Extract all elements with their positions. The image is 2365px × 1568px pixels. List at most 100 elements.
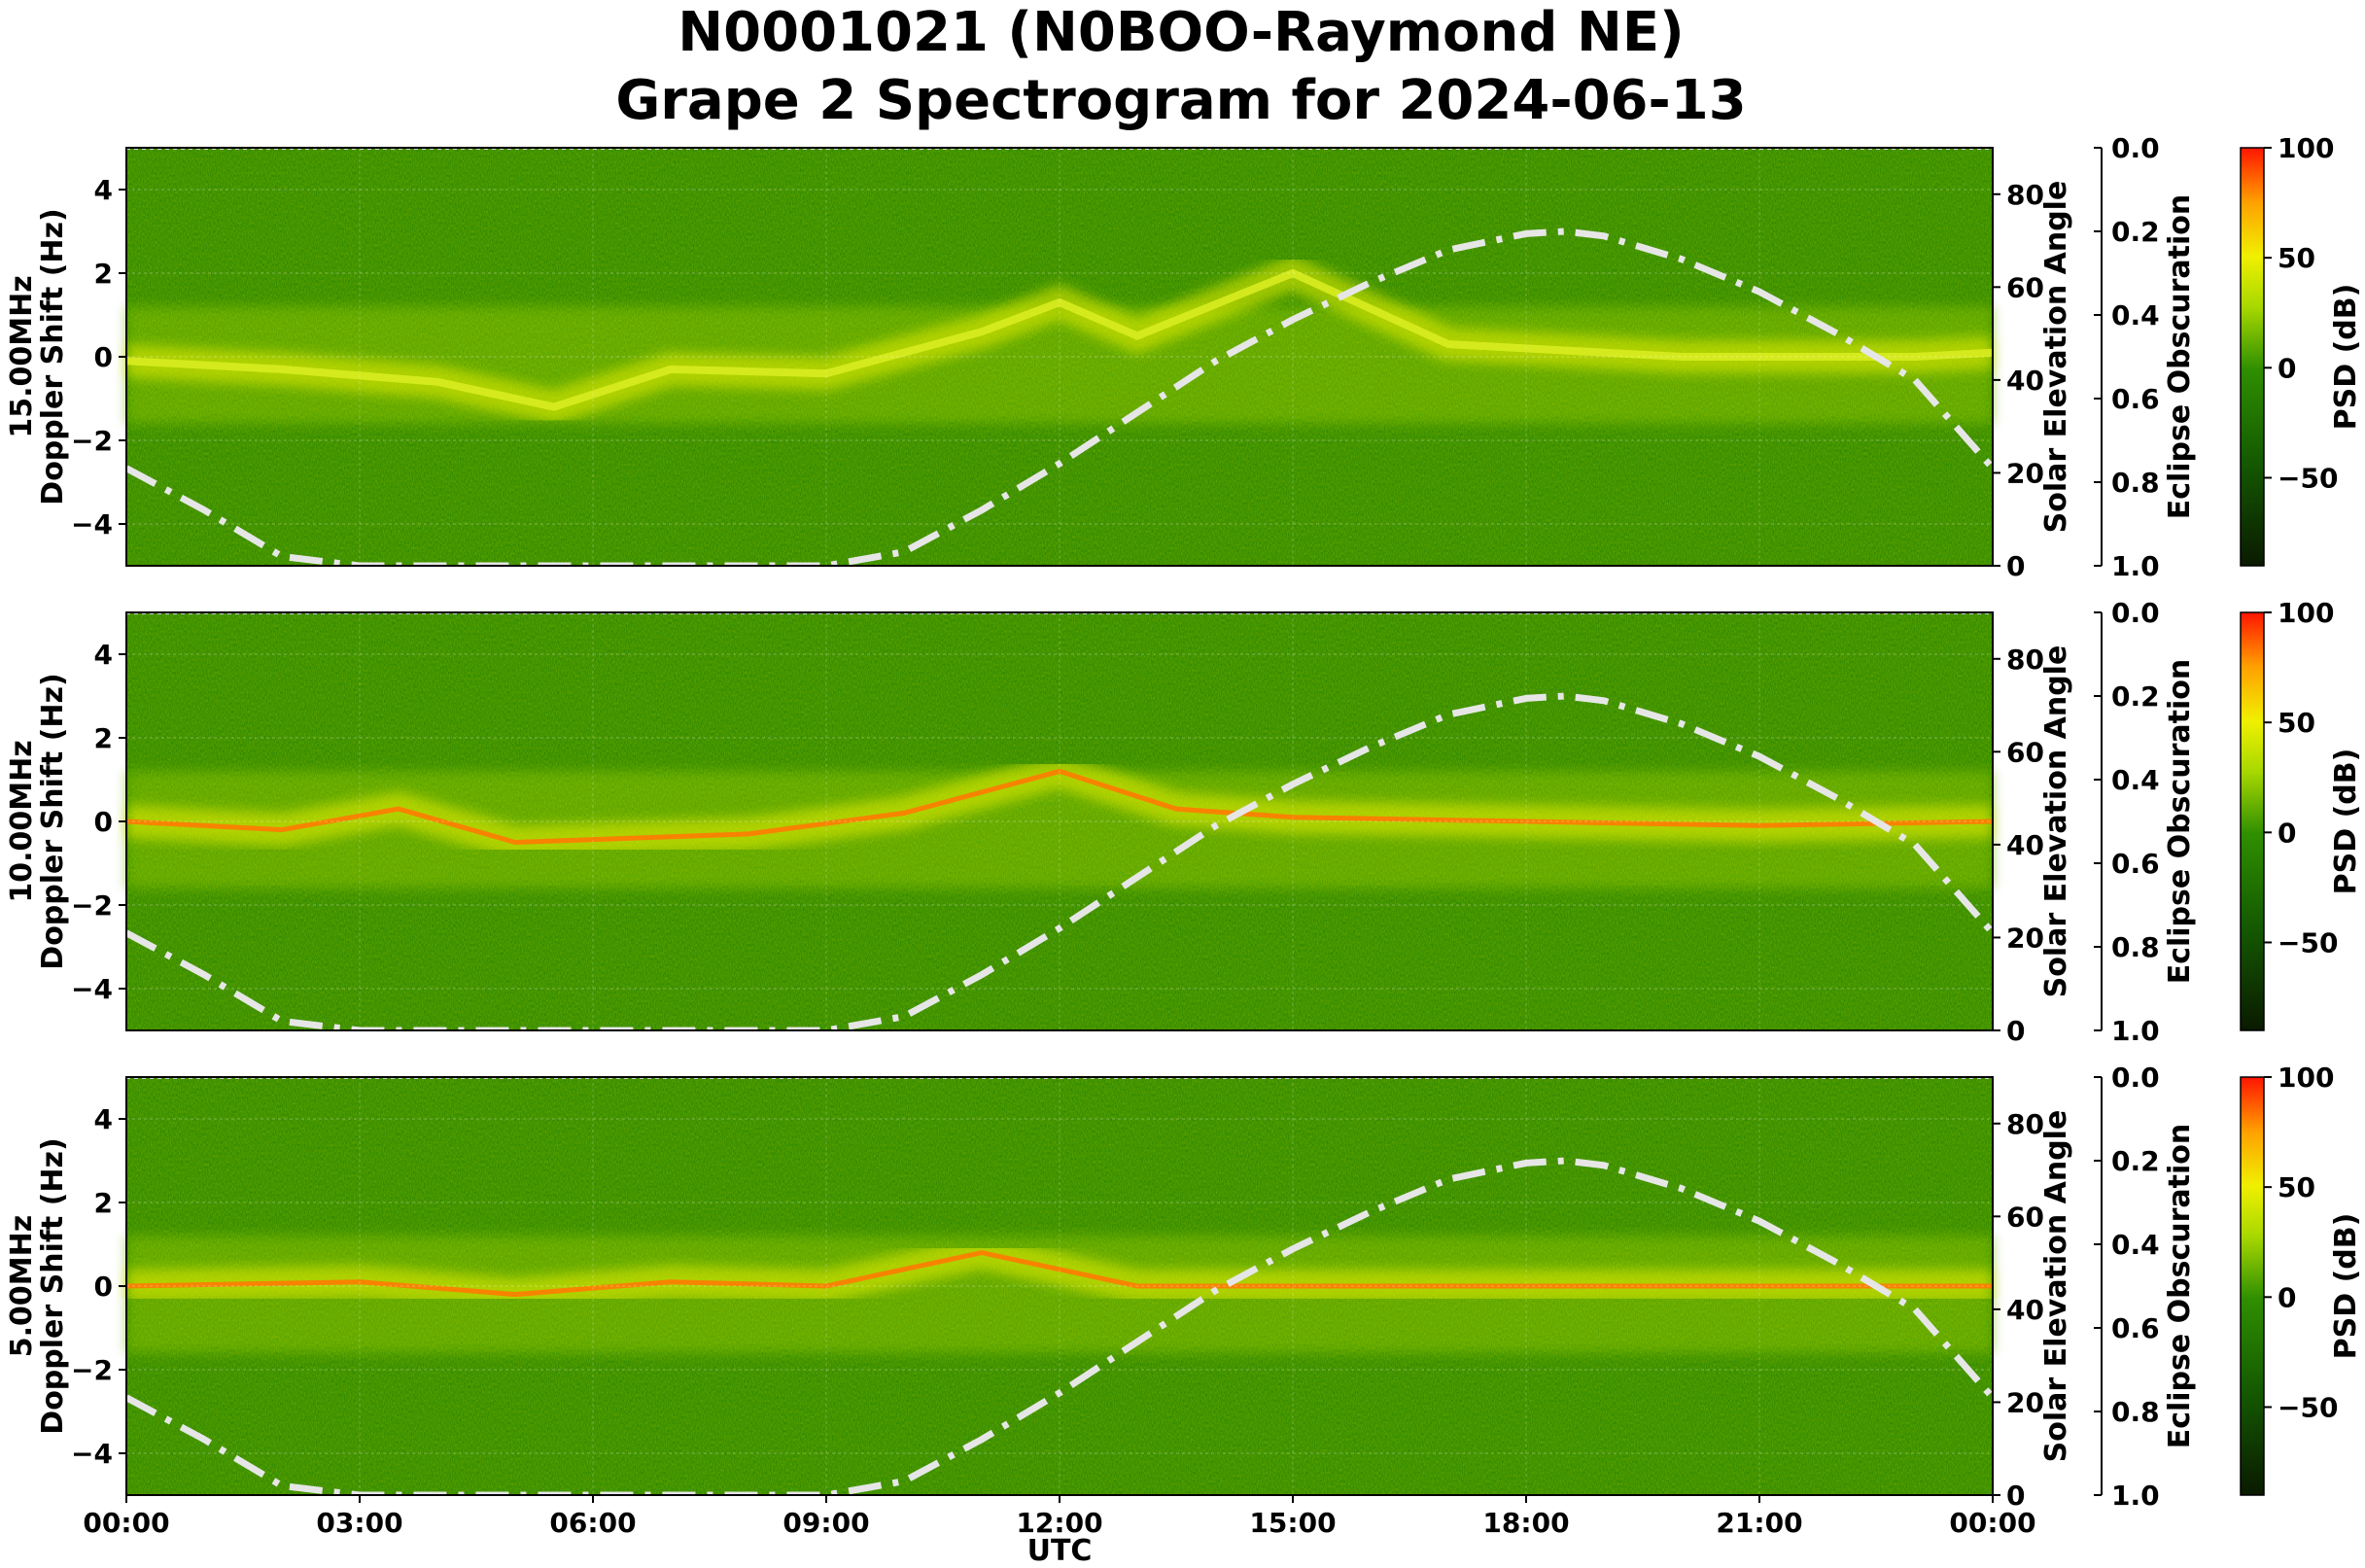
right-tick-label: 40	[2006, 829, 2044, 861]
colorbar-label: PSD (dB)	[2329, 284, 2363, 431]
x-tick-label: 09:00	[783, 1507, 869, 1539]
x-tick-label: 06:00	[549, 1507, 636, 1539]
right-tick-label: 20	[2006, 457, 2044, 489]
y-tick-label: 4	[94, 1103, 113, 1135]
eclipse-tick-label: 0.6	[2111, 1312, 2160, 1344]
right-tick-label: 60	[2006, 271, 2044, 303]
doppler-trace	[125, 768, 1994, 846]
colorbar-tick-label: 0	[2278, 1281, 2296, 1313]
right-tick-label: 60	[2006, 736, 2044, 768]
colorbar-label: PSD (dB)	[2329, 749, 2363, 895]
eclipse-tick-label: 1.0	[2111, 550, 2160, 582]
eclipse-tick-label: 0.2	[2111, 680, 2160, 713]
right-tick-label: 40	[2006, 365, 2044, 397]
y-tick-label: 2	[94, 258, 113, 290]
colorbar-tick-label: 50	[2278, 242, 2315, 274]
x-tick-label: 15:00	[1249, 1507, 1336, 1539]
y-tick-label: 0	[94, 341, 113, 373]
right-tick-label: 0	[2006, 1480, 2025, 1512]
solar-elevation-curve	[126, 692, 1993, 1030]
colorbar-tick-label: 100	[2278, 1062, 2334, 1094]
colorbar-tick-label: 50	[2278, 707, 2315, 739]
doppler-trace	[125, 268, 1994, 411]
eclipse-tick-label: 1.0	[2111, 1480, 2160, 1512]
y-tick-label: −2	[71, 1354, 113, 1386]
y-axis-label: Doppler Shift (Hz)	[36, 1137, 70, 1434]
x-axis-label: UTC	[1027, 1534, 1093, 1568]
colorbar	[2240, 611, 2265, 1031]
eclipse-tick-label: 0.8	[2111, 931, 2160, 963]
y-axis-label: Doppler Shift (Hz)	[36, 673, 70, 969]
eclipse-tick-label: 0.6	[2111, 383, 2160, 415]
right-tick-label: 80	[2006, 644, 2044, 676]
y-axis-freq-label: 15.00MHz	[5, 275, 39, 437]
y-tick-label: −2	[71, 425, 113, 457]
eclipse-tick-label: 0.0	[2111, 132, 2160, 164]
eclipse-tick-label: 0.2	[2111, 1145, 2160, 1177]
eclipse-tick-label: 0.6	[2111, 848, 2160, 880]
right-tick-label: 80	[2006, 179, 2044, 211]
y-tick-label: 0	[94, 1271, 113, 1303]
x-tick-label: 00:00	[1949, 1507, 2035, 1539]
y-axis-freq-label: 10.00MHz	[5, 740, 39, 902]
y-tick-label: −4	[71, 508, 113, 540]
doppler-trace	[125, 1250, 1993, 1298]
colorbar-tick-label: −50	[2278, 926, 2338, 958]
eclipse-tick-label: 1.0	[2111, 1015, 2160, 1047]
panel-15.00MHz	[119, 147, 2272, 567]
colorbar-tick-label: −50	[2278, 1391, 2338, 1423]
colorbar-label: PSD (dB)	[2329, 1213, 2363, 1360]
right-tick-label: 20	[2006, 922, 2044, 954]
figure-title-line2: Grape 2 Spectrogram for 2024-06-13	[615, 69, 1746, 132]
eclipse-axis-label: Eclipse Obscuration	[2163, 194, 2197, 520]
x-tick-label: 00:00	[83, 1507, 169, 1539]
eclipse-tick-label: 0.0	[2111, 597, 2160, 629]
colorbar	[2240, 147, 2265, 567]
colorbar-tick-label: 0	[2278, 817, 2296, 849]
y-tick-label: 2	[94, 1187, 113, 1219]
y-tick-label: −2	[71, 889, 113, 922]
solar-elevation-axis-label: Solar Elevation Angle	[2039, 181, 2073, 534]
y-axis-freq-label: 5.00MHz	[5, 1215, 39, 1357]
figure-title-line1: N0001021 (N0BOO-Raymond NE)	[678, 1, 1684, 64]
panel-10.00MHz	[119, 611, 2272, 1031]
solar-elevation-axis-label: Solar Elevation Angle	[2039, 1110, 2073, 1463]
solar-elevation-axis-label: Solar Elevation Angle	[2039, 645, 2073, 998]
solar-elevation-curve	[126, 1157, 1993, 1495]
eclipse-axis-label: Eclipse Obscuration	[2163, 1124, 2197, 1449]
x-tick-label: 21:00	[1716, 1507, 1802, 1539]
x-tick-label: 18:00	[1482, 1507, 1569, 1539]
eclipse-tick-label: 0.2	[2111, 216, 2160, 248]
right-tick-label: 0	[2006, 550, 2025, 582]
y-tick-label: 4	[94, 639, 113, 671]
right-tick-label: 60	[2006, 1201, 2044, 1233]
solar-elevation-curve	[126, 227, 1993, 566]
colorbar-tick-label: −50	[2278, 462, 2338, 494]
y-tick-label: 4	[94, 174, 113, 206]
colorbar-tick-label: 50	[2278, 1171, 2315, 1203]
x-tick-label: 12:00	[1016, 1507, 1102, 1539]
eclipse-tick-label: 0.4	[2111, 299, 2160, 331]
panel-5.00MHz	[119, 1076, 2272, 1503]
right-tick-label: 0	[2006, 1015, 2025, 1047]
colorbar-tick-label: 100	[2278, 597, 2334, 629]
right-tick-label: 20	[2006, 1386, 2044, 1418]
colorbar-tick-label: 0	[2278, 352, 2296, 384]
eclipse-tick-label: 0.8	[2111, 1396, 2160, 1428]
y-tick-label: 2	[94, 722, 113, 754]
y-tick-label: 0	[94, 806, 113, 838]
y-tick-label: −4	[71, 973, 113, 1005]
eclipse-tick-label: 0.4	[2111, 764, 2160, 796]
eclipse-tick-label: 0.8	[2111, 467, 2160, 499]
right-tick-label: 40	[2006, 1294, 2044, 1326]
eclipse-axis-label: Eclipse Obscuration	[2163, 659, 2197, 985]
y-tick-label: −4	[71, 1438, 113, 1470]
eclipse-tick-label: 0.0	[2111, 1062, 2160, 1094]
colorbar-tick-label: 100	[2278, 132, 2334, 164]
right-tick-label: 80	[2006, 1108, 2044, 1140]
y-axis-label: Doppler Shift (Hz)	[36, 208, 70, 505]
x-tick-label: 03:00	[316, 1507, 402, 1539]
eclipse-tick-label: 0.4	[2111, 1229, 2160, 1261]
